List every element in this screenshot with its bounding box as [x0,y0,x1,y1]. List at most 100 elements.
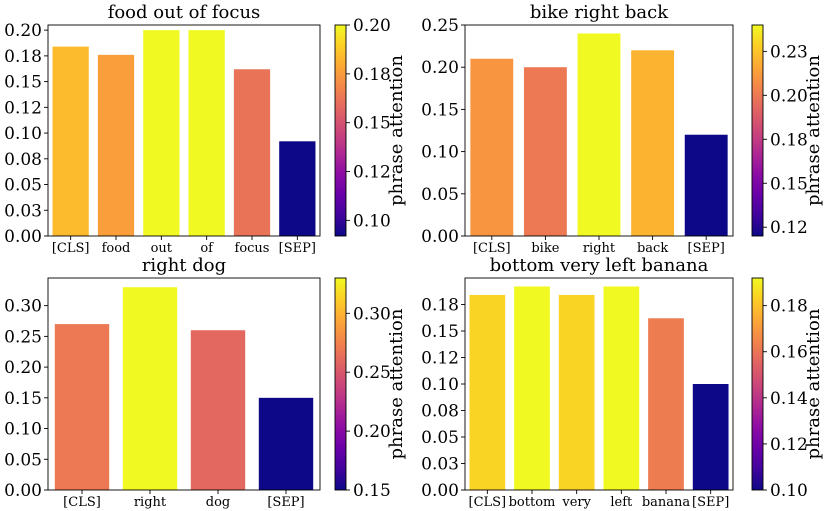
bar-right [122,287,178,490]
x-tick-label-very: very [561,495,591,510]
x-tick-label-banana: banana [642,495,691,510]
x-tick-label-food: food [102,241,131,256]
bar-very [558,294,595,490]
subplot-3: [CLS] right dog [SEP] 0.00 0.05 0.10 0.15 0.20 0.… [4,255,407,510]
colorbar-tick-label: 0.15 [353,114,391,134]
colorbar-label: phrase attention [803,308,824,459]
x-tick-label-of: of [200,241,214,256]
y-tick-label: 0.10 [4,420,42,440]
colorbar-tick-label: 0.12 [353,163,391,183]
colorbar-tick-label: 0.18 [770,297,808,317]
x-tick-label-cls: [CLS] [473,241,511,256]
bar-bottom [514,286,550,490]
colorbar-tick-label: 0.18 [770,130,808,150]
subplot-2: [CLS] bike right back [SEP] 0.00 0.05 0.10 0.15 0… [421,2,824,256]
y-tick-label: 0.25 [421,16,459,36]
y-tick-label: 0.10 [421,375,459,395]
colorbar [751,277,764,491]
y-tick-label: 0.08 [4,150,42,170]
bar-out [143,30,180,237]
colorbar-tick-label: 0.18 [353,65,391,85]
y-tick-label: 0.10 [4,124,42,144]
bar-sep [258,397,314,490]
colorbar [334,277,347,491]
colorbar-tick-label: 0.10 [353,211,391,231]
x-tick-label-right: right [134,495,167,510]
bar-banana [648,318,684,490]
bar-dog [190,330,246,490]
x-tick-label-cls: [CLS] [52,241,90,256]
colorbar-tick-label: 0.20 [353,422,391,442]
x-tick-label-left: left [610,495,633,510]
colorbar-tick-label: 0.20 [770,86,808,106]
y-tick-label: 0.00 [421,227,459,247]
y-tick-label: 0.15 [4,389,42,409]
subplot-1: [CLS] food out of focus [SEP] 0.00 0.03 0.05 0.08… [4,2,407,256]
y-tick-label: 0.15 [421,100,459,120]
bar-cls [52,46,89,236]
x-tick-label-right: right [583,241,616,256]
y-tick-label: 0.05 [421,185,459,205]
bar-cls [470,58,514,237]
y-tick-label: 0.05 [4,450,42,470]
y-tick-label: 0.08 [421,402,459,422]
bar-right [577,33,621,236]
y-tick-label: 0.20 [4,21,42,41]
colorbar-tick-label: 0.15 [770,174,808,194]
chart-title: right dog [142,255,226,276]
axes-frame [464,24,734,237]
colorbar-tick-label: 0.23 [770,42,808,62]
y-tick-label: 0.00 [4,481,42,501]
colorbar-label: phrase attention [803,55,824,206]
chart-title: bottom very left banana [490,255,709,276]
y-tick-label: 0.03 [4,201,42,221]
bar-sep [279,141,316,236]
colorbar-tick-label: 0.12 [770,218,808,238]
bar-left [603,286,640,490]
bar-bike [523,67,567,236]
colorbar-tick-label: 0.30 [353,304,391,324]
colorbar-tick-label: 0.16 [770,343,808,363]
x-tick-label-sep: [SEP] [688,241,725,256]
colorbar-label: phrase attention [386,308,407,459]
y-tick-label: 0.03 [421,455,459,475]
colorbar-tick-label: 0.25 [353,363,391,383]
x-tick-label-bottom: bottom [509,495,556,510]
bar-sep [684,134,728,236]
y-tick-label: 0.20 [4,358,42,378]
bar-of [188,30,225,237]
bar-back [631,50,675,236]
colorbar-tick-label: 0.20 [353,16,391,36]
y-tick-label: 0.15 [4,73,42,93]
y-tick-label: 0.12 [4,98,42,118]
x-tick-label-out: out [151,241,173,256]
x-tick-label-sep: [SEP] [692,495,729,510]
x-tick-label-bike: bike [531,241,559,256]
bar-food [97,54,135,236]
x-tick-label-focus: focus [235,241,270,256]
y-tick-label: 0.25 [4,327,42,347]
bar-cls [54,324,110,490]
x-tick-label-cls: [CLS] [469,495,507,510]
axes-frame [47,24,321,237]
x-tick-label-back: back [637,241,668,256]
bar-sep [692,384,729,490]
y-tick-label: 0.18 [421,296,459,316]
colorbar-tick-label: 0.12 [770,435,808,455]
y-tick-label: 0.00 [4,227,42,247]
colorbar [751,24,764,237]
colorbar-tick-label: 0.10 [770,481,808,501]
colorbar-label: phrase attention [386,55,407,206]
bar-cls [469,294,506,490]
chart-title: food out of focus [108,2,261,23]
y-tick-label: 0.18 [4,47,42,67]
colorbar [334,24,347,237]
axes-frame [47,277,321,491]
y-tick-label: 0.12 [421,349,459,369]
chart-title: bike right back [530,2,669,23]
colorbar-tick-label: 0.14 [770,389,808,409]
y-tick-label: 0.00 [421,481,459,501]
y-tick-label: 0.05 [4,176,42,196]
bar-focus [233,69,271,236]
x-tick-label-cls: [CLS] [63,495,101,510]
